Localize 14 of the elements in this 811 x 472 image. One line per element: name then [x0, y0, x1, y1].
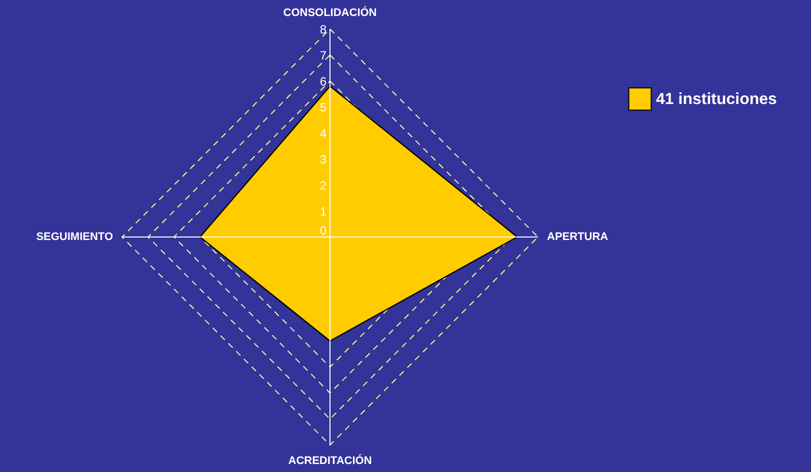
y-tick-label: 5 — [320, 100, 327, 114]
legend-label: 41 instituciones — [656, 91, 778, 108]
spoke-label: APERTURA — [547, 231, 608, 243]
y-tick-label: 0 — [320, 224, 327, 238]
spoke-label: SEGUIMIENTO — [36, 231, 114, 243]
y-tick-label: 6 — [320, 74, 327, 88]
y-tick-label: 3 — [320, 152, 327, 166]
y-tick-label: 8 — [320, 22, 327, 36]
spoke-label: ACREDITACIÓN — [288, 454, 372, 467]
y-tick-label: 1 — [320, 204, 327, 218]
spoke-label: CONSOLIDACIÓN — [283, 6, 377, 19]
y-tick-label: 2 — [320, 178, 327, 192]
y-tick-label: 7 — [320, 48, 327, 62]
y-tick-label: 4 — [320, 126, 327, 140]
